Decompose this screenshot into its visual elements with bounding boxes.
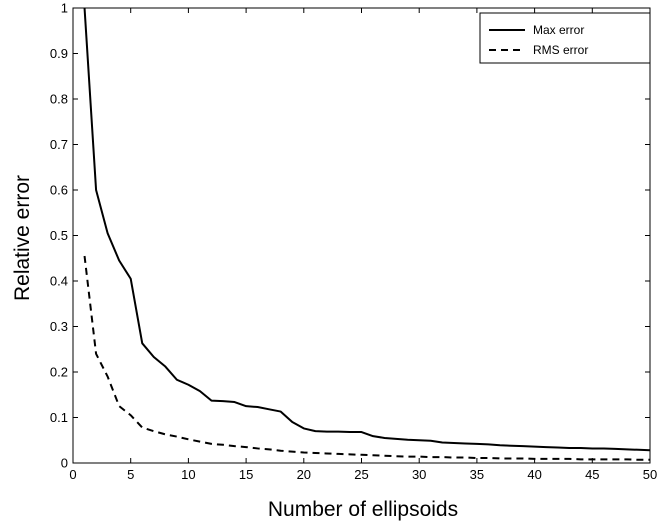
y-tick-label: 0.7 bbox=[50, 137, 68, 152]
max-error-line bbox=[83, 7, 651, 452]
x-tick-label: 40 bbox=[527, 467, 541, 482]
y-tick-label: 0.5 bbox=[50, 228, 68, 243]
y-tick-label: 0.2 bbox=[50, 365, 68, 380]
x-tick-label: 50 bbox=[643, 467, 657, 482]
y-tick-label: 0 bbox=[61, 456, 68, 471]
y-tick-label: 0.4 bbox=[50, 274, 68, 289]
x-tick-label: 25 bbox=[354, 467, 368, 482]
x-tick-label: 45 bbox=[585, 467, 599, 482]
x-tick-label: 0 bbox=[69, 467, 76, 482]
series-layer bbox=[83, 7, 651, 461]
x-axis-ticks: 0 5 10 15 20 25 30 35 40 45 50 bbox=[69, 8, 657, 482]
x-tick-label: 35 bbox=[470, 467, 484, 482]
x-tick-label: 30 bbox=[412, 467, 426, 482]
plot-area bbox=[72, 7, 651, 464]
legend-label-max-error: Max error bbox=[533, 23, 584, 37]
x-axis-title: Number of ellipsoids bbox=[268, 498, 458, 521]
legend-box bbox=[479, 12, 651, 64]
rms-error-line bbox=[83, 255, 650, 461]
y-tick-label: 0.1 bbox=[50, 410, 68, 425]
x-tick-label: 10 bbox=[181, 467, 195, 482]
x-tick-label: 5 bbox=[127, 467, 134, 482]
legend: Max error RMS error bbox=[479, 12, 651, 64]
axes-frame bbox=[72, 7, 651, 464]
y-tick-label: 0.9 bbox=[50, 46, 68, 61]
legend-label-rms-error: RMS error bbox=[533, 43, 588, 57]
y-tick-label: 1 bbox=[61, 1, 68, 16]
x-tick-label: 20 bbox=[297, 467, 311, 482]
y-axis-ticks: 0 0.1 0.2 0.3 0.4 0.5 0.6 0.7 0.8 0.9 1 bbox=[50, 1, 650, 471]
x-tick-label: 15 bbox=[239, 467, 253, 482]
y-tick-label: 0.8 bbox=[50, 92, 68, 107]
y-axis-title: Relative error bbox=[11, 175, 34, 301]
y-tick-label: 0.6 bbox=[50, 183, 68, 198]
y-tick-label: 0.3 bbox=[50, 319, 68, 334]
